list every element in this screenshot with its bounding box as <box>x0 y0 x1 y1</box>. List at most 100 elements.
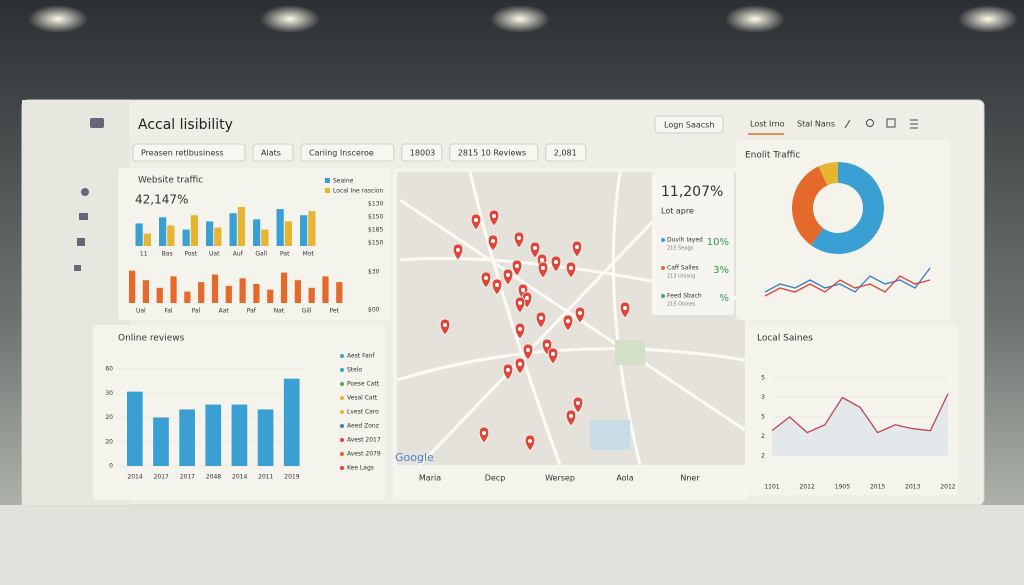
filter-chip[interactable] <box>300 143 395 162</box>
legend-label: Poese Catt <box>347 381 380 388</box>
legend-label: Avest 2017 <box>347 437 381 444</box>
filter-chip[interactable] <box>132 143 246 162</box>
stats-panel <box>652 172 734 315</box>
bar <box>205 404 222 466</box>
tab[interactable]: Stal Nans <box>797 120 835 129</box>
stat-label: Caff Salles <box>667 265 699 272</box>
filter-chip[interactable] <box>401 143 443 162</box>
legend-swatch <box>340 438 344 442</box>
filter-chip[interactable] <box>252 143 294 162</box>
side-label: $150 <box>368 240 383 247</box>
map-pin-dot <box>518 301 522 305</box>
stat-sub: 213 Unisng <box>667 274 695 280</box>
floor <box>0 505 1024 585</box>
x-tick-label: 2012 <box>800 484 815 491</box>
bar <box>170 276 177 303</box>
bar <box>308 287 315 303</box>
x-tick-label: 1905 <box>835 484 850 491</box>
x-tick-label: 2048 <box>206 474 221 481</box>
legend-swatch <box>340 410 344 414</box>
legend-label: Stelo <box>347 367 363 374</box>
x-tick-label: Aat <box>219 308 230 315</box>
legend-label: Avest 2079 <box>347 451 381 458</box>
bar <box>182 229 190 246</box>
filter-label: Alats <box>261 149 281 158</box>
map-pin-dot <box>545 343 549 347</box>
x-tick-label: Nat <box>274 308 285 315</box>
stat-value: 3% <box>713 265 729 276</box>
donut-slice <box>818 162 838 186</box>
legend-swatch <box>340 368 344 372</box>
legend-label: Lvest Caro <box>347 409 379 416</box>
map-pin-dot <box>456 248 460 252</box>
legend-label: Local Ine rascion <box>333 188 384 195</box>
x-tick-label: Uat <box>209 251 220 258</box>
map-pin-dot <box>541 266 545 270</box>
side-label: $30 <box>368 269 380 276</box>
map-pin-dot <box>526 348 530 352</box>
bar <box>284 221 292 246</box>
bar <box>179 409 195 466</box>
search-box[interactable] <box>654 115 724 134</box>
bar <box>294 280 301 303</box>
map-pin-dot <box>533 246 537 250</box>
area <box>772 393 948 456</box>
map-pin-dot <box>539 316 543 320</box>
x-tick-label: 2013 <box>905 484 920 491</box>
side-label: $150 <box>368 214 383 221</box>
map-pin-dot <box>575 245 579 249</box>
bar <box>156 287 163 303</box>
tab[interactable]: Lost Irno <box>750 120 785 129</box>
app-title: Accal lisibility <box>138 117 233 133</box>
map-pin-dot <box>482 431 486 435</box>
bar <box>322 276 329 303</box>
x-tick-label: Post <box>184 251 197 258</box>
bar <box>237 207 245 246</box>
map-pin-dot <box>484 276 488 280</box>
bar <box>267 289 274 303</box>
map-pin-dot <box>528 439 532 443</box>
legend-swatch <box>325 178 330 183</box>
panel-title: Online reviews <box>118 334 185 344</box>
x-tick-label: 1101 <box>764 484 779 491</box>
bar <box>239 278 246 303</box>
bar <box>280 272 288 303</box>
y-tick-label: 30 <box>105 390 113 397</box>
map-park <box>615 340 645 365</box>
side-label: $130 <box>368 201 383 208</box>
x-tick-label: Bas <box>162 251 173 258</box>
filter-chip[interactable] <box>449 143 539 162</box>
x-tick-label: Gill <box>302 308 312 315</box>
map-pin-dot <box>517 236 521 240</box>
map-pin-dot <box>495 283 499 287</box>
map-pin-dot <box>569 266 573 270</box>
map-pin-dot <box>554 260 558 264</box>
map-pin-dot <box>578 311 582 315</box>
stat-value: 10% <box>707 237 729 248</box>
bar <box>214 227 222 246</box>
bar <box>231 404 248 466</box>
map-pin-dot <box>491 239 495 243</box>
x-tick-label: 2012 <box>940 484 955 491</box>
legend-swatch <box>340 382 344 386</box>
legend-swatch <box>340 452 344 456</box>
legend-label: Aest Fanf <box>347 353 375 360</box>
map-pin-dot <box>551 352 555 356</box>
x-tick-label: 2015 <box>870 484 885 491</box>
x-tick-label: Gall <box>255 251 267 258</box>
x-tick-label: Fal <box>164 308 173 315</box>
bar <box>300 215 308 246</box>
donut-panel <box>736 140 950 320</box>
x-tick-label: 2017 <box>180 474 195 481</box>
y-tick-label: 3 <box>761 394 765 401</box>
y-tick-label: 20 <box>105 414 113 421</box>
bar <box>253 284 260 303</box>
filter-chip[interactable] <box>545 143 587 162</box>
sales-line <box>771 393 949 434</box>
donut-slice <box>810 162 884 254</box>
map-pin-dot <box>515 264 519 268</box>
stat-sub: 215 Seags <box>667 246 694 252</box>
trend-line <box>764 267 931 293</box>
